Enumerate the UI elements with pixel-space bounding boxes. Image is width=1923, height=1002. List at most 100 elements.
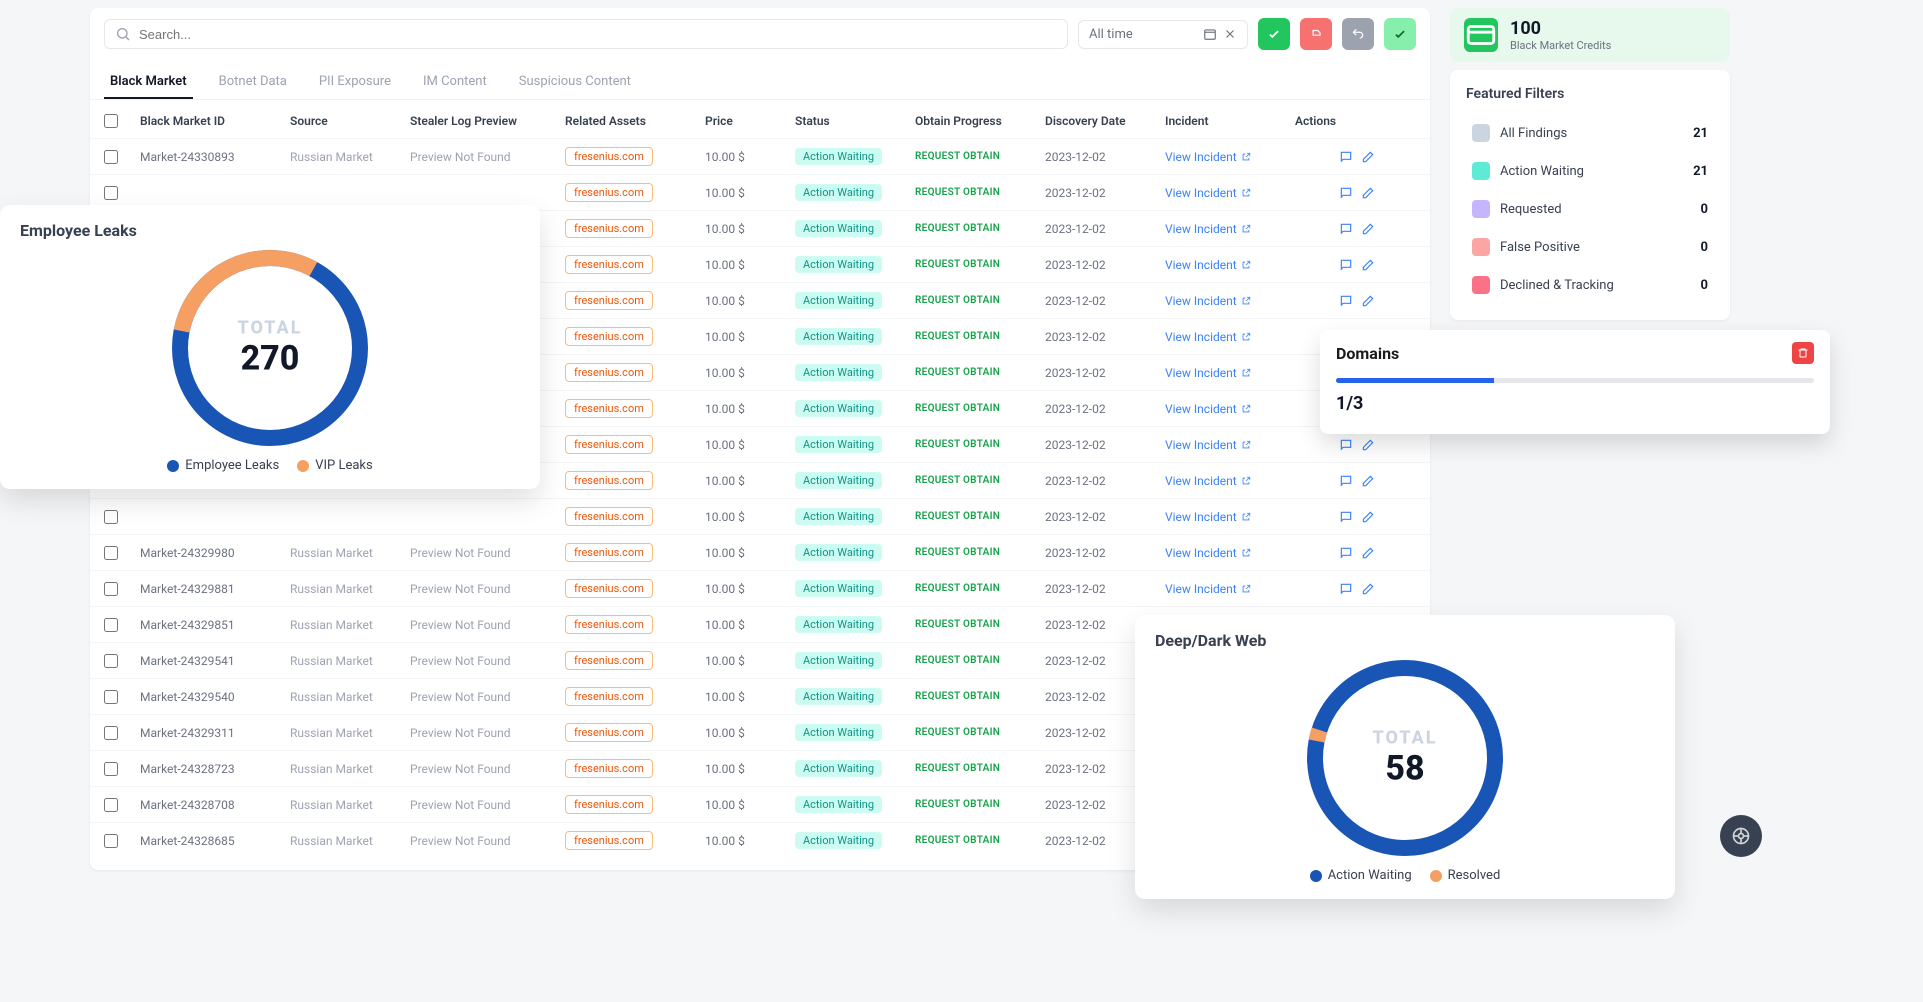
cell-obtain[interactable]: REQUEST OBTAIN	[915, 223, 1045, 234]
close-icon[interactable]	[1223, 27, 1237, 41]
undo-button[interactable]	[1342, 18, 1374, 50]
asset-chip[interactable]: fresenius.com	[565, 471, 653, 490]
asset-chip[interactable]: fresenius.com	[565, 831, 653, 850]
filter-requested[interactable]: Requested0	[1466, 190, 1714, 228]
asset-chip[interactable]: fresenius.com	[565, 795, 653, 814]
edit-icon[interactable]	[1361, 294, 1375, 308]
filter-false-positive[interactable]: False Positive0	[1466, 228, 1714, 266]
edit-icon[interactable]	[1361, 438, 1375, 452]
row-checkbox[interactable]	[104, 186, 118, 200]
domains-delete-button[interactable]	[1792, 342, 1814, 364]
asset-chip[interactable]: fresenius.com	[565, 183, 653, 202]
approve-button[interactable]	[1258, 18, 1290, 50]
incident-link[interactable]: View Incident	[1165, 150, 1295, 164]
row-checkbox[interactable]	[104, 582, 118, 596]
filter-action-waiting[interactable]: Action Waiting21	[1466, 152, 1714, 190]
asset-chip[interactable]: fresenius.com	[565, 399, 653, 418]
row-checkbox[interactable]	[104, 762, 118, 776]
cell-obtain[interactable]: REQUEST OBTAIN	[915, 331, 1045, 342]
comment-icon[interactable]	[1339, 546, 1353, 560]
incident-link[interactable]: View Incident	[1165, 546, 1295, 560]
search-field-wrap[interactable]	[104, 19, 1068, 49]
incident-link[interactable]: View Incident	[1165, 582, 1295, 596]
edit-icon[interactable]	[1361, 582, 1375, 596]
cell-obtain[interactable]: REQUEST OBTAIN	[915, 439, 1045, 450]
asset-chip[interactable]: fresenius.com	[565, 219, 653, 238]
edit-icon[interactable]	[1361, 222, 1375, 236]
asset-chip[interactable]: fresenius.com	[565, 543, 653, 562]
tab-pii-exposure[interactable]: PII Exposure	[313, 66, 397, 99]
cell-obtain[interactable]: REQUEST OBTAIN	[915, 367, 1045, 378]
edit-icon[interactable]	[1361, 474, 1375, 488]
cell-obtain[interactable]: REQUEST OBTAIN	[915, 259, 1045, 270]
asset-chip[interactable]: fresenius.com	[565, 327, 653, 346]
row-checkbox[interactable]	[104, 834, 118, 848]
incident-link[interactable]: View Incident	[1165, 258, 1295, 272]
date-filter[interactable]: All time	[1078, 20, 1248, 49]
reject-button[interactable]	[1300, 18, 1332, 50]
cell-obtain[interactable]: REQUEST OBTAIN	[915, 799, 1045, 810]
row-checkbox[interactable]	[104, 690, 118, 704]
select-all-checkbox[interactable]	[104, 114, 118, 128]
cell-obtain[interactable]: REQUEST OBTAIN	[915, 583, 1045, 594]
cell-obtain[interactable]: REQUEST OBTAIN	[915, 835, 1045, 846]
filter-declined-tracking[interactable]: Declined & Tracking0	[1466, 266, 1714, 304]
comment-icon[interactable]	[1339, 186, 1353, 200]
asset-chip[interactable]: fresenius.com	[565, 579, 653, 598]
cell-obtain[interactable]: REQUEST OBTAIN	[915, 619, 1045, 630]
cell-obtain[interactable]: REQUEST OBTAIN	[915, 295, 1045, 306]
comment-icon[interactable]	[1339, 150, 1353, 164]
incident-link[interactable]: View Incident	[1165, 366, 1295, 380]
cell-obtain[interactable]: REQUEST OBTAIN	[915, 547, 1045, 558]
edit-icon[interactable]	[1361, 546, 1375, 560]
asset-chip[interactable]: fresenius.com	[565, 507, 653, 526]
help-fab[interactable]	[1720, 815, 1762, 857]
asset-chip[interactable]: fresenius.com	[565, 687, 653, 706]
asset-chip[interactable]: fresenius.com	[565, 147, 653, 166]
comment-icon[interactable]	[1339, 582, 1353, 596]
filter-all-findings[interactable]: All Findings21	[1466, 114, 1714, 152]
cell-obtain[interactable]: REQUEST OBTAIN	[915, 511, 1045, 522]
comment-icon[interactable]	[1339, 294, 1353, 308]
comment-icon[interactable]	[1339, 474, 1353, 488]
incident-link[interactable]: View Incident	[1165, 186, 1295, 200]
comment-icon[interactable]	[1339, 510, 1353, 524]
row-checkbox[interactable]	[104, 798, 118, 812]
asset-chip[interactable]: fresenius.com	[565, 651, 653, 670]
cell-obtain[interactable]: REQUEST OBTAIN	[915, 727, 1045, 738]
edit-icon[interactable]	[1361, 150, 1375, 164]
incident-link[interactable]: View Incident	[1165, 294, 1295, 308]
cell-obtain[interactable]: REQUEST OBTAIN	[915, 691, 1045, 702]
row-checkbox[interactable]	[104, 654, 118, 668]
incident-link[interactable]: View Incident	[1165, 510, 1295, 524]
comment-icon[interactable]	[1339, 258, 1353, 272]
search-input[interactable]	[139, 27, 1057, 42]
edit-icon[interactable]	[1361, 186, 1375, 200]
edit-icon[interactable]	[1361, 258, 1375, 272]
tab-botnet-data[interactable]: Botnet Data	[213, 66, 293, 99]
asset-chip[interactable]: fresenius.com	[565, 363, 653, 382]
cell-obtain[interactable]: REQUEST OBTAIN	[915, 151, 1045, 162]
row-checkbox[interactable]	[104, 510, 118, 524]
asset-chip[interactable]: fresenius.com	[565, 759, 653, 778]
tab-black-market[interactable]: Black Market	[104, 66, 193, 99]
incident-link[interactable]: View Incident	[1165, 402, 1295, 416]
cell-obtain[interactable]: REQUEST OBTAIN	[915, 187, 1045, 198]
incident-link[interactable]: View Incident	[1165, 222, 1295, 236]
tab-im-content[interactable]: IM Content	[417, 66, 493, 99]
asset-chip[interactable]: fresenius.com	[565, 255, 653, 274]
asset-chip[interactable]: fresenius.com	[565, 723, 653, 742]
confirm-button[interactable]	[1384, 18, 1416, 50]
comment-icon[interactable]	[1339, 222, 1353, 236]
row-checkbox[interactable]	[104, 150, 118, 164]
row-checkbox[interactable]	[104, 546, 118, 560]
cell-obtain[interactable]: REQUEST OBTAIN	[915, 475, 1045, 486]
asset-chip[interactable]: fresenius.com	[565, 435, 653, 454]
cell-obtain[interactable]: REQUEST OBTAIN	[915, 403, 1045, 414]
cell-obtain[interactable]: REQUEST OBTAIN	[915, 763, 1045, 774]
asset-chip[interactable]: fresenius.com	[565, 291, 653, 310]
tab-suspicious-content[interactable]: Suspicious Content	[513, 66, 637, 99]
row-checkbox[interactable]	[104, 726, 118, 740]
row-checkbox[interactable]	[104, 618, 118, 632]
incident-link[interactable]: View Incident	[1165, 438, 1295, 452]
